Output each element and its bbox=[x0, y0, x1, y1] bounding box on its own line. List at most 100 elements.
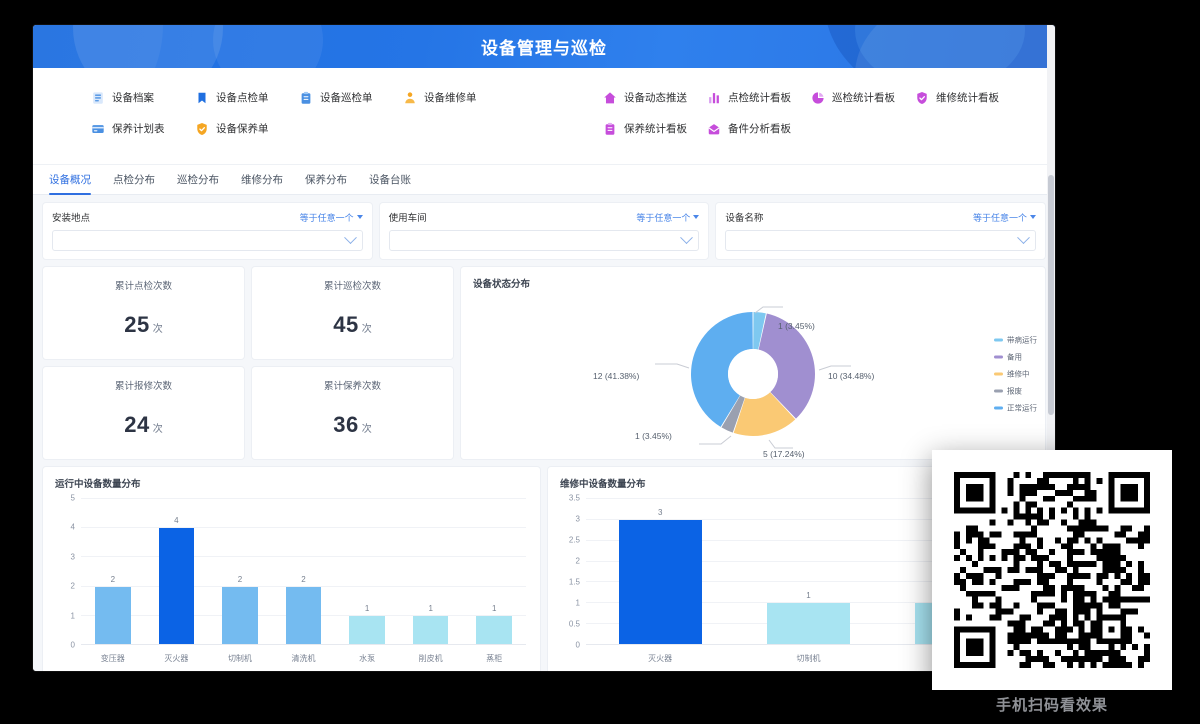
panel-title: 设备状态分布 bbox=[473, 279, 531, 290]
stat-card-inspection: 累计巡检次数 45 次 bbox=[252, 267, 453, 359]
donut-slice[interactable] bbox=[758, 313, 815, 419]
donut-label-bottom-left: 1 (3.45%) bbox=[635, 431, 672, 441]
donut-chart: 1 (3.45%) 10 (34.48%) 5 (17.24%) 1 (3.45… bbox=[461, 289, 1045, 459]
donut-slice[interactable] bbox=[733, 392, 796, 436]
y-axis-tick: 2.5 bbox=[568, 535, 580, 545]
legend-label: 维修中 bbox=[1007, 369, 1030, 379]
legend-item[interactable]: 正常运行 bbox=[994, 403, 1037, 414]
bar[interactable] bbox=[766, 603, 851, 645]
menu-item-inspection-board[interactable]: 巡检统计看板 bbox=[811, 90, 915, 105]
tab-inspection-distribution[interactable]: 巡检分布 bbox=[177, 174, 219, 186]
app-banner: 设备管理与巡检 bbox=[33, 25, 1055, 68]
menu-item-equipment-push[interactable]: 设备动态推送 bbox=[603, 90, 707, 105]
stat-card-number: 25 bbox=[124, 312, 150, 337]
bar-group[interactable]: 2 bbox=[272, 499, 336, 645]
filter-select-install-location[interactable] bbox=[52, 230, 363, 251]
filter-label: 使用车间 bbox=[388, 213, 427, 224]
panel-title: 维修中设备数量分布 bbox=[560, 479, 646, 490]
filter-select-workshop[interactable] bbox=[388, 230, 700, 251]
legend-item[interactable]: 维修中 bbox=[994, 369, 1037, 380]
vertical-scrollbar[interactable] bbox=[1047, 25, 1055, 671]
y-axis-tick: 0 bbox=[575, 640, 580, 650]
stat-card-value: 36 次 bbox=[333, 412, 371, 438]
scrollbar-thumb[interactable] bbox=[1048, 175, 1054, 415]
shield-check-icon bbox=[197, 122, 207, 135]
menu-item-spot-check-board[interactable]: 点检统计看板 bbox=[707, 90, 811, 105]
bar-value-label: 1 bbox=[428, 603, 433, 613]
filter-operator-dropdown[interactable]: 等于任意一个 bbox=[973, 211, 1037, 224]
bar-group[interactable]: 1 bbox=[734, 499, 882, 645]
bar[interactable] bbox=[476, 615, 513, 645]
stat-card-unit: 次 bbox=[361, 324, 372, 335]
legend-item[interactable]: 带病运行 bbox=[994, 335, 1037, 346]
menu-item-equipment-archive[interactable]: 设备档案 bbox=[91, 90, 195, 105]
legend-swatch bbox=[994, 406, 1003, 410]
quick-menu-row-1: 设备档案 设备点检单 bbox=[91, 82, 507, 113]
menu-item-label: 点检统计看板 bbox=[728, 92, 791, 104]
bar[interactable] bbox=[158, 528, 195, 645]
filter-operator-dropdown[interactable]: 等于任意一个 bbox=[300, 211, 363, 224]
bar[interactable] bbox=[618, 519, 702, 645]
app-window: 设备管理与巡检 设备档案 bbox=[33, 25, 1055, 671]
y-axis-tick: 0.5 bbox=[568, 619, 580, 629]
y-axis-tick: 1.5 bbox=[568, 577, 580, 587]
bar[interactable] bbox=[94, 586, 131, 645]
chevron-down-icon bbox=[356, 215, 363, 219]
tab-repair-distribution[interactable]: 维修分布 bbox=[241, 174, 283, 186]
bar-group[interactable]: 2 bbox=[81, 499, 145, 645]
menu-item-repair-board[interactable]: 维修统计看板 bbox=[915, 90, 1019, 105]
tab-equipment-ledger[interactable]: 设备台账 bbox=[369, 174, 411, 186]
bar-group[interactable]: 1 bbox=[335, 499, 399, 645]
bar-group[interactable]: 4 bbox=[145, 499, 209, 645]
menu-item-label: 维修统计看板 bbox=[936, 92, 999, 104]
tab-equipment-overview[interactable]: 设备概况 bbox=[49, 172, 91, 195]
legend-item[interactable]: 报废 bbox=[994, 386, 1037, 397]
menu-item-inspection-form[interactable]: 设备巡检单 bbox=[299, 90, 403, 105]
menu-item-maintenance-board[interactable]: 保养统计看板 bbox=[603, 121, 707, 136]
bar-group[interactable]: 2 bbox=[208, 499, 272, 645]
donut-slice[interactable] bbox=[721, 395, 745, 433]
bar-group[interactable]: 3 bbox=[586, 499, 734, 645]
filter-select-equipment-name[interactable] bbox=[725, 230, 1037, 251]
tab-maintenance-distribution[interactable]: 保养分布 bbox=[305, 174, 347, 186]
legend-swatch bbox=[994, 338, 1003, 342]
filter-header: 安装地点 等于任意一个 bbox=[52, 210, 363, 224]
x-axis-tick: 清洗机 bbox=[291, 654, 316, 663]
bar-group[interactable]: 1 bbox=[399, 499, 463, 645]
bar-value-label: 3 bbox=[657, 507, 663, 517]
bar-value-label: 4 bbox=[174, 516, 179, 526]
quick-menu-row-3: 设备动态推送 点检统计看板 bbox=[603, 82, 1019, 113]
legend-item[interactable]: 备用 bbox=[994, 352, 1037, 363]
bar[interactable] bbox=[412, 615, 449, 645]
donut-label-bottom: 5 (17.24%) bbox=[763, 449, 805, 459]
menu-item-maintenance-form[interactable]: 设备保养单 bbox=[195, 121, 299, 136]
stat-card-unit: 次 bbox=[152, 424, 163, 435]
filter-operator-label: 等于任意一个 bbox=[299, 212, 354, 223]
menu-item-spot-check-form[interactable]: 设备点检单 bbox=[195, 90, 299, 105]
bar-group[interactable]: 1 bbox=[462, 499, 526, 645]
chevron-down-icon bbox=[680, 231, 694, 245]
y-axis-tick: 1 bbox=[70, 611, 75, 621]
y-axis-tick: 5 bbox=[70, 493, 75, 503]
donut-slice[interactable] bbox=[753, 312, 766, 350]
bookmark-icon bbox=[198, 92, 206, 103]
stat-card-title: 累计点检次数 bbox=[114, 281, 172, 292]
menu-item-repair-form[interactable]: 设备维修单 bbox=[403, 90, 507, 105]
menu-item-maintenance-plan[interactable]: 保养计划表 bbox=[91, 121, 195, 136]
stat-card-title: 累计保养次数 bbox=[323, 381, 381, 392]
qr-caption: 手机扫码看效果 bbox=[995, 697, 1108, 714]
filter-header: 使用车间 等于任意一个 bbox=[389, 210, 700, 224]
tab-spot-check-distribution[interactable]: 点检分布 bbox=[113, 174, 155, 186]
x-axis-line bbox=[586, 644, 1031, 645]
x-axis-tick: 灭火器 bbox=[164, 654, 189, 663]
filter-equipment-name: 设备名称 等于任意一个 bbox=[716, 203, 1046, 259]
menu-item-spare-parts-board[interactable]: 备件分析看板 bbox=[707, 121, 811, 136]
filter-operator-dropdown[interactable]: 等于任意一个 bbox=[636, 211, 700, 224]
wrench-person-icon bbox=[405, 91, 415, 103]
bar[interactable] bbox=[222, 586, 258, 645]
bar[interactable] bbox=[349, 615, 385, 645]
donut-slice[interactable] bbox=[691, 312, 753, 427]
bar[interactable] bbox=[285, 586, 322, 645]
x-axis-tick: 削皮机 bbox=[418, 654, 443, 663]
